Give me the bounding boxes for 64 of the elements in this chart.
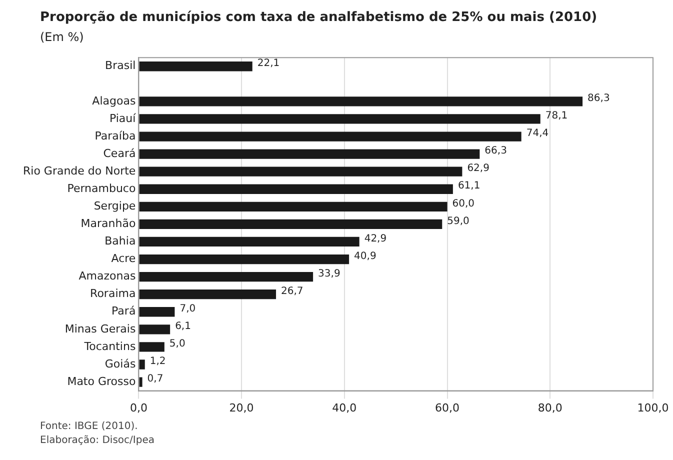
y-tick-label: Minas Gerais xyxy=(64,322,136,336)
data-label: 42,9 xyxy=(364,233,387,244)
y-tick-label: Roraima xyxy=(90,287,136,300)
text: Elaboração: Disoc/Ipea xyxy=(40,434,154,448)
data-label: 6,1 xyxy=(175,321,191,332)
data-label: 40,9 xyxy=(354,250,376,262)
y-tick-label: Bahia xyxy=(104,234,136,248)
x-tick-label: 60,0 xyxy=(435,401,460,414)
data-label: 26,7 xyxy=(281,286,304,297)
data-label: 86,3 xyxy=(588,93,610,104)
data-label: 74,4 xyxy=(526,128,549,140)
y-tick-label: Maranhão xyxy=(80,217,136,230)
bar xyxy=(139,96,583,106)
y-tick-label: Amazonas xyxy=(78,270,136,283)
bar xyxy=(139,62,252,72)
bar xyxy=(139,166,462,176)
x-tick-label: 100,0 xyxy=(637,401,669,414)
y-tick-label: Rio Grande do Norte xyxy=(23,164,136,178)
bar xyxy=(139,324,170,334)
bar xyxy=(139,149,480,159)
bar xyxy=(139,114,540,124)
y-tick-label: Sergipe xyxy=(94,200,136,213)
y-tick-label: Pernambuco xyxy=(67,182,136,195)
source-note: Fonte: IBGE (2010). xyxy=(40,420,139,434)
x-tick-label: 20,0 xyxy=(229,401,254,414)
data-label: 66,3 xyxy=(484,146,507,157)
bar xyxy=(139,219,442,230)
y-tick-label: Acre xyxy=(111,252,136,266)
data-label: 0,7 xyxy=(147,374,164,385)
bar xyxy=(139,272,314,282)
bar xyxy=(139,360,145,370)
data-label: 22,1 xyxy=(257,58,280,69)
bar xyxy=(139,307,175,317)
chart-subtitle: (Em %) xyxy=(40,30,84,44)
x-tick-label: 0,0 xyxy=(130,401,148,414)
x-tick-label: 40,0 xyxy=(332,401,357,414)
data-label: 1,2 xyxy=(150,356,166,368)
data-label: 62,9 xyxy=(467,163,490,174)
y-tick-label: Tocantins xyxy=(83,340,136,353)
bar xyxy=(139,184,453,194)
data-label: 7,0 xyxy=(180,303,196,314)
bar xyxy=(139,290,276,300)
y-tick-label: Brasil xyxy=(105,59,136,72)
data-label: 33,9 xyxy=(318,268,340,280)
y-tick-label: Ceará xyxy=(103,146,136,160)
y-tick-label: Piauí xyxy=(109,112,137,125)
data-label: 61,1 xyxy=(458,180,480,192)
data-label: 5,0 xyxy=(169,338,186,350)
bar xyxy=(139,254,350,264)
bar xyxy=(139,132,522,142)
y-tick-label: Mato Grosso xyxy=(67,374,136,388)
bar xyxy=(139,202,448,212)
y-tick-label: Paraíba xyxy=(94,129,136,142)
bar xyxy=(139,342,164,352)
x-tick-label: 80,0 xyxy=(538,401,562,414)
data-label: 59,0 xyxy=(447,216,470,227)
y-tick-label: Pará xyxy=(112,304,136,318)
data-label: 78,1 xyxy=(545,110,568,122)
data-label: 60,0 xyxy=(452,198,475,210)
bar xyxy=(139,377,142,387)
y-tick-label: Alagoas xyxy=(92,94,136,108)
chart-title: Proporção de municípios com taxa de analfabetismo de 25% ou mais (2010) xyxy=(40,10,598,25)
bar xyxy=(139,236,360,247)
y-tick-label: Goiás xyxy=(104,357,136,370)
